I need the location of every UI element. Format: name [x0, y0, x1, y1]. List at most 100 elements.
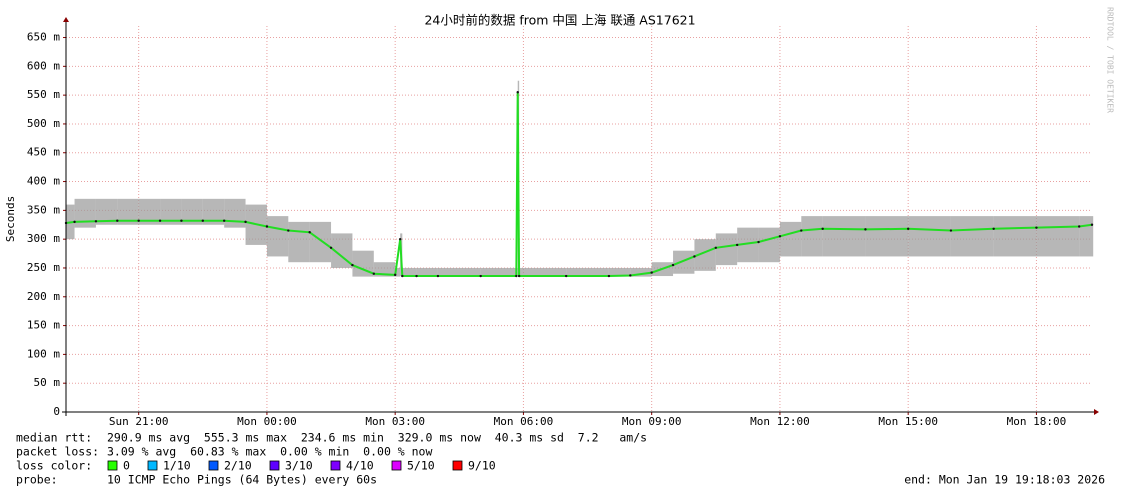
- loss-label: loss color:: [16, 459, 92, 473]
- median-point: [329, 246, 333, 250]
- median-point: [778, 235, 782, 238]
- median-point: [180, 219, 183, 222]
- smoke-band: [758, 227, 780, 263]
- stat-text: 3.09 % avg 60.83 % max 0.00 % min 0.00 %…: [107, 445, 432, 459]
- y-tick-label: 600 m: [27, 59, 60, 72]
- smoke-band: [437, 267, 481, 277]
- y-tick-label: 500 m: [27, 117, 60, 130]
- smoke-band: [74, 198, 96, 228]
- smoke-band: [779, 221, 802, 257]
- axis-arrow: [63, 17, 69, 22]
- median-point: [308, 231, 311, 234]
- smoke-band: [309, 221, 332, 263]
- median-point: [821, 227, 824, 230]
- smoke-band: [117, 198, 139, 225]
- stat-label: packet loss:: [16, 445, 99, 459]
- y-tick-label: 200 m: [27, 290, 60, 303]
- smoke-band: [480, 267, 517, 277]
- end-time: end: Mon Jan 19 19:18:03 2026: [904, 473, 1105, 487]
- median-point: [517, 274, 521, 278]
- smoke-band: [694, 239, 716, 271]
- smoke-band: [608, 267, 631, 277]
- stat-label: median rtt:: [16, 431, 92, 445]
- legend-swatch: [147, 460, 158, 471]
- median-line: [65, 92, 1093, 277]
- median-point: [137, 219, 140, 222]
- y-tick-label: 400 m: [27, 175, 60, 188]
- chart-title: 24小时前的数据 from 中国 上海 联通 AS17621: [424, 13, 695, 28]
- x-tick-label: Mon 09:00: [622, 415, 682, 428]
- legend-swatch: [452, 460, 463, 471]
- median-point: [949, 229, 953, 232]
- median-point: [222, 219, 226, 222]
- legend-label: 1/10: [163, 459, 191, 473]
- x-tick-label: Mon 18:00: [1007, 415, 1067, 428]
- median-point: [800, 229, 803, 232]
- median-point: [564, 274, 568, 278]
- smoke-band: [673, 250, 695, 274]
- smoke-band: [630, 267, 652, 277]
- median-point: [415, 274, 418, 278]
- median-point: [671, 263, 675, 267]
- x-tick-label: Mon 15:00: [878, 415, 938, 428]
- smoke-band: [395, 267, 401, 277]
- median-point: [479, 274, 482, 278]
- median-point: [401, 274, 404, 278]
- x-tick-label: Mon 00:00: [237, 415, 297, 428]
- smoke-band: [908, 216, 951, 257]
- smoke-band: [202, 198, 225, 225]
- smoke-band: [224, 198, 246, 228]
- legend-label: 2/10: [224, 459, 252, 473]
- y-tick-label: 0: [53, 405, 60, 418]
- smoke-band: [950, 216, 994, 257]
- smoke-band: [1092, 216, 1094, 257]
- smoke-band: [288, 221, 310, 263]
- smoke-band: [715, 233, 738, 266]
- median-point: [116, 219, 119, 222]
- y-tick-label: 300 m: [27, 232, 60, 245]
- median-point: [516, 91, 519, 94]
- legend-swatch: [330, 460, 341, 471]
- legend-label: 0: [123, 459, 130, 473]
- median-point: [393, 273, 397, 277]
- stat-text: 290.9 ms avg 555.3 ms max 234.6 ms min 3…: [107, 431, 647, 445]
- smoke-band: [416, 267, 438, 277]
- smoke-band: [95, 198, 118, 225]
- y-tick-label: 50 m: [34, 376, 61, 389]
- median-point: [515, 274, 518, 278]
- median-point: [714, 246, 717, 250]
- x-tick-label: Mon 03:00: [365, 415, 425, 428]
- median-point: [1090, 223, 1094, 226]
- median-point: [73, 220, 76, 224]
- median-point: [607, 274, 611, 278]
- median-point: [693, 255, 696, 258]
- smoke-band: [737, 227, 759, 263]
- median-point: [94, 220, 98, 223]
- smoke-band: [402, 267, 417, 277]
- probe: 10 ICMP Echo Pings (64 Bytes) every 60s: [107, 473, 377, 487]
- legend-label: 4/10: [346, 459, 374, 473]
- legend-label: 9/10: [468, 459, 496, 473]
- median-point: [351, 263, 354, 267]
- median-point: [158, 219, 162, 222]
- smoke-band: [865, 216, 909, 257]
- median-point: [650, 271, 653, 274]
- median-point: [864, 228, 867, 231]
- x-tick-label: Mon 06:00: [494, 415, 554, 428]
- median-point: [1035, 226, 1038, 229]
- y-tick-label: 150 m: [27, 319, 60, 332]
- median-point: [201, 219, 204, 222]
- median-point: [735, 243, 739, 247]
- y-tick-label: 550 m: [27, 88, 60, 101]
- y-tick-label: 350 m: [27, 203, 60, 216]
- smoke-band: [519, 267, 567, 277]
- axis-arrow: [1094, 409, 1099, 415]
- y-tick-label: 100 m: [27, 347, 60, 360]
- legend-swatch: [391, 460, 402, 471]
- median-point: [398, 237, 402, 241]
- smoke-band: [331, 233, 353, 268]
- legend-swatch: [208, 460, 219, 471]
- smoke-band: [352, 250, 374, 277]
